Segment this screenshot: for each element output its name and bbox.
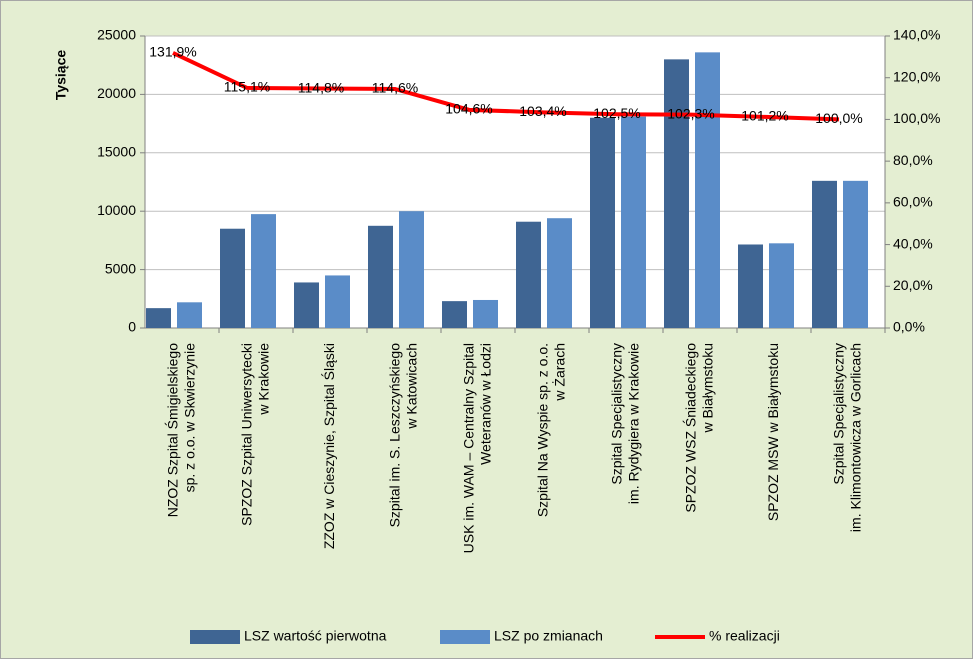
bar — [368, 225, 393, 328]
bar — [473, 299, 498, 328]
y-tick-label: 25000 — [97, 27, 136, 43]
bar — [442, 301, 467, 328]
data-label: 102,3% — [667, 105, 714, 121]
y2-tick-label: 140,0% — [893, 27, 940, 43]
bar — [251, 214, 276, 328]
bar — [695, 52, 720, 329]
y2-tick-label: 80,0% — [893, 152, 933, 168]
bar — [294, 282, 319, 328]
bar — [769, 243, 794, 328]
bar — [177, 302, 202, 328]
x-tick-label: Szpital Specjalistycznyim. Klimontowicza… — [830, 343, 863, 532]
x-tick-label: Szpital Specjalistycznyim. Rydygiera w K… — [608, 343, 641, 504]
y-axis-title: Tysiące — [53, 50, 69, 101]
data-label: 103,4% — [519, 103, 566, 119]
y2-tick-label: 40,0% — [893, 235, 933, 251]
bar — [843, 180, 868, 328]
bar — [664, 59, 689, 329]
y-tick-label: 5000 — [105, 260, 136, 276]
data-label: 102,5% — [593, 105, 640, 121]
y-tick-label: 0 — [128, 319, 136, 335]
legend-label: % realizacji — [709, 628, 780, 644]
data-label: 114,8% — [298, 79, 344, 95]
y2-tick-label: 100,0% — [893, 110, 940, 126]
bar — [812, 180, 837, 328]
bar — [738, 244, 763, 328]
legend-label: LSZ po zmianach — [494, 628, 603, 644]
x-tick-label: SPZOZ Szpital Uniwersyteckiw Krakowie — [238, 343, 271, 526]
x-tick-label: Szpital im. S. Leszczyńskiegow Katowicac… — [386, 343, 419, 528]
data-label: 131,9% — [149, 44, 196, 60]
bar — [220, 228, 245, 328]
legend-swatch — [190, 630, 240, 644]
x-tick-label: SPZOZ WSZ Śniadeckiegow Białymstoku — [681, 343, 715, 513]
data-label: 101,2% — [741, 108, 788, 124]
x-tick-label: NZOZ Szpital Śmigielskiegosp. z o.o. w S… — [163, 343, 197, 517]
bar — [590, 117, 615, 328]
line — [172, 51, 840, 122]
data-label: 104,6% — [445, 101, 492, 117]
y-tick-label: 10000 — [97, 202, 136, 218]
y-tick-label: 20000 — [97, 85, 136, 101]
bar — [399, 211, 424, 328]
y-tick-label: 15000 — [97, 144, 136, 160]
legend-swatch — [440, 630, 490, 644]
x-tick-label: Szpital Na Wyspie sp. z o.o.w Żarach — [534, 343, 567, 517]
x-tick-label: USK im. WAM – Centralny SzpitalWeteranów… — [460, 343, 493, 553]
data-label: 100,0% — [815, 110, 862, 126]
x-tick-label: ZZOZ w Cieszynie, Szpital Śląski — [320, 343, 337, 549]
legend-label: LSZ wartość pierwotna — [244, 628, 387, 644]
y2-tick-label: 0,0% — [893, 319, 925, 335]
bar — [621, 116, 646, 328]
y2-tick-label: 60,0% — [893, 194, 933, 210]
y2-tick-label: 20,0% — [893, 277, 933, 293]
y2-tick-label: 120,0% — [893, 68, 940, 84]
data-label: 115,1% — [224, 79, 270, 95]
bar — [325, 275, 350, 328]
data-label: 114,6% — [372, 80, 418, 96]
x-tick-label: SPZOZ MSW w Białymstoku — [765, 343, 781, 521]
bar — [516, 221, 541, 328]
bar — [146, 308, 171, 328]
bar — [547, 218, 572, 328]
